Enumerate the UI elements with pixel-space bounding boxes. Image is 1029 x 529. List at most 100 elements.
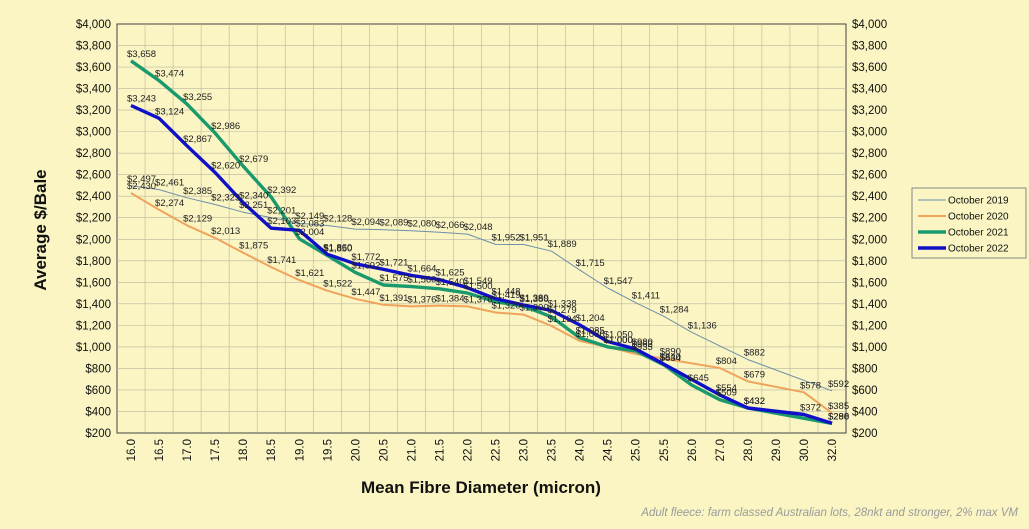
y-tick-label-right: $3,000 (852, 127, 887, 139)
x-tick-label: 21.5 (434, 439, 446, 461)
legend: October 2019 October 2020 October 2021 Octo… (911, 187, 1027, 259)
y-tick-label: $1,200 (76, 320, 111, 332)
data-label: $963 (632, 339, 653, 350)
data-label: $1,889 (548, 239, 577, 250)
y-tick-label: $4,000 (76, 19, 111, 31)
data-label: $3,124 (155, 106, 184, 117)
y-tick-label: $1,600 (76, 277, 111, 289)
data-label: $2,094 (351, 217, 380, 228)
y-tick-label-right: $3,400 (852, 84, 887, 96)
y-tick-label: $3,000 (76, 127, 111, 139)
data-label: $2,201 (267, 206, 296, 217)
x-tick-label: 22.0 (462, 439, 474, 461)
data-label: $385 (828, 401, 849, 412)
data-label: $290 (828, 411, 849, 422)
y-tick-label: $2,200 (76, 213, 111, 225)
y-tick-label-right: $800 (852, 363, 878, 375)
data-label: $1,547 (604, 276, 633, 287)
data-label: $554 (716, 383, 737, 394)
x-tick-label: 16.5 (154, 439, 166, 461)
y-tick-label-right: $3,200 (852, 105, 887, 117)
y-tick-label-right: $1,400 (852, 299, 887, 311)
x-tick-label: 29.0 (771, 439, 783, 461)
data-label: $1,136 (688, 320, 717, 331)
data-label: $935 (632, 342, 653, 353)
data-label: $1,540 (435, 277, 464, 288)
x-tick-label: 25.5 (659, 439, 671, 461)
data-label: $1,575 (379, 273, 408, 284)
data-label: $2,103 (267, 216, 296, 227)
data-label: $1,376 (407, 294, 436, 305)
data-label: $2,089 (379, 218, 408, 229)
data-label: $1,621 (295, 268, 324, 279)
data-label: $2,323 (211, 192, 240, 203)
data-labels: $2,497$2,461$2,385$2,323$2,251$2,201$2,1… (127, 49, 849, 423)
data-label: $2,461 (155, 178, 184, 189)
data-label: $1,952 (492, 232, 521, 243)
x-axis-ticks: 16.0 16.5 17.0 17.5 18.0 18.5 19.0 19.5 20.0 20.5… (126, 439, 839, 461)
series-line-october-2019 (130, 185, 833, 392)
x-tick-label: 20.0 (350, 439, 362, 461)
data-label: $1,411 (632, 291, 660, 302)
data-label: $3,474 (155, 69, 184, 80)
data-label: $1,951 (520, 233, 549, 244)
y-tick-label-right: $400 (852, 406, 878, 418)
data-label: $1,389 (520, 293, 549, 304)
data-label: $1,500 (463, 281, 492, 292)
series-line-october-2022 (130, 103, 833, 425)
data-label: $1,664 (407, 263, 436, 274)
data-label: $1,522 (323, 279, 352, 290)
data-label: $288 (828, 412, 849, 423)
data-label: $1,384 (435, 294, 464, 305)
data-label: $1,860 (323, 242, 352, 253)
data-label: $3,658 (127, 49, 156, 60)
y-axis-title: Average $/Bale (31, 169, 50, 290)
data-label: $1,447 (351, 287, 380, 298)
x-tick-label: 28.0 (743, 439, 755, 461)
x-tick-label: 20.5 (378, 439, 390, 461)
y-tick-label: $2,800 (76, 148, 111, 160)
data-label: $804 (716, 356, 737, 367)
data-label: $882 (744, 348, 765, 359)
data-label: $1,085 (576, 326, 605, 337)
y-axis-left-ticks: $200 $400 $600 $800 $1,000 $1,200 $1,400 $1,600… (76, 19, 111, 440)
x-tick-label: 26.0 (687, 439, 699, 461)
data-label: $2,080 (407, 219, 436, 230)
y-tick-label-right: $4,000 (852, 19, 887, 31)
data-label: $1,204 (576, 313, 605, 324)
y-tick-label: $2,000 (76, 234, 111, 246)
y-tick-label: $1,400 (76, 299, 111, 311)
data-label: $1,050 (604, 330, 633, 341)
data-label: $578 (800, 380, 821, 391)
data-label: $2,274 (155, 198, 184, 209)
data-label: $2,497 (127, 174, 156, 185)
y-tick-label: $3,600 (76, 62, 111, 74)
x-tick-label: 25.0 (631, 439, 643, 461)
data-label: $2,679 (239, 154, 268, 165)
data-label: $2,083 (295, 218, 324, 229)
data-label: $1,625 (435, 268, 464, 279)
data-label: $2,385 (183, 186, 212, 197)
data-label: $2,048 (463, 222, 492, 233)
data-label: $2,340 (239, 191, 268, 202)
data-label: $2,149 (295, 211, 324, 222)
x-tick-label: 27.0 (715, 439, 727, 461)
data-label: $679 (744, 369, 765, 380)
x-tick-label: 30.0 (799, 439, 811, 461)
x-axis-title: Mean Fibre Diameter (micron) (361, 478, 601, 497)
data-label: $1,875 (239, 241, 268, 252)
data-label: $1,376 (463, 294, 492, 305)
data-label: $1,380 (520, 294, 549, 305)
y-tick-label: $200 (85, 428, 111, 440)
legend-label: October 2020 (948, 212, 1009, 223)
y-tick-label-right: $3,800 (852, 41, 887, 53)
data-label: $509 (716, 388, 737, 399)
x-tick-label: 18.5 (266, 439, 278, 461)
data-label: $890 (660, 347, 681, 358)
data-label: $1,560 (407, 275, 436, 286)
data-label: $2,128 (323, 213, 352, 224)
y-tick-label: $800 (85, 363, 111, 375)
y-tick-label-right: $1,000 (852, 342, 887, 354)
data-label: $2,986 (211, 121, 240, 132)
